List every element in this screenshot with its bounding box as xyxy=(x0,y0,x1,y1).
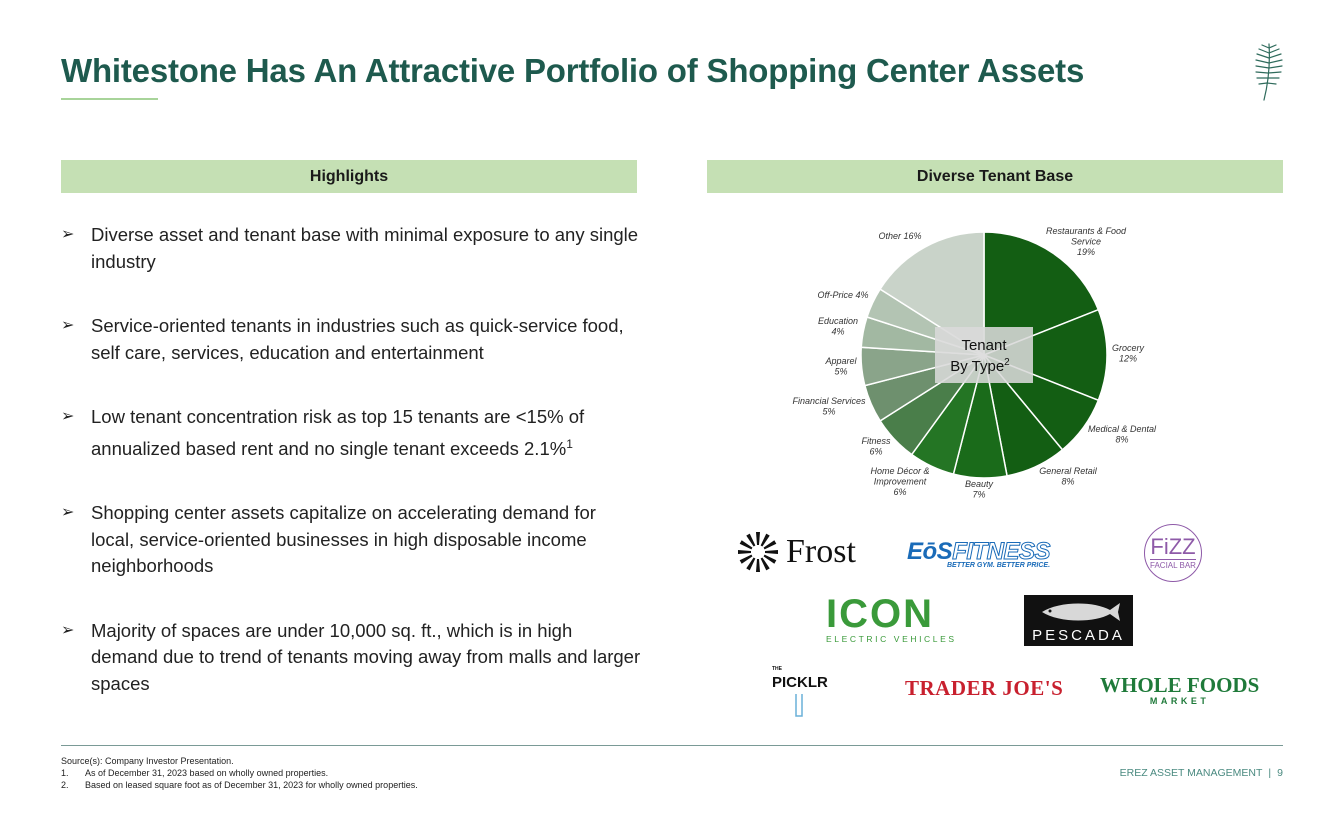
picklr-logo-the: THE xyxy=(772,666,782,672)
eos-logo-text: EōSFITNESS xyxy=(907,538,1051,566)
pie-label-restaurants-food-service: Restaurants & Food Service 19% xyxy=(1046,226,1127,257)
tenant-type-pie-chart: Restaurants & Food Service 19% Grocery 12% Me… xyxy=(760,220,1230,510)
footnote-2: 2. Based on leased square foot as of Dece… xyxy=(61,779,418,791)
icon-logo-text: ICON xyxy=(826,592,934,636)
pie-slice-grocery xyxy=(981,308,1108,402)
eos-tagline: BETTER GYM. BETTER PRICE. xyxy=(946,562,1051,569)
eos-logo-a: EōS xyxy=(907,538,953,565)
footnote-1: 1. As of December 31, 2023 based on wholl… xyxy=(61,767,418,779)
footnote-ref: 1 xyxy=(566,436,573,451)
highlight-bullet: ➢ Low tenant concentration risk as top 15… xyxy=(61,404,641,462)
pie-slice-other xyxy=(879,231,985,357)
page-number: 9 xyxy=(1277,767,1283,779)
picklr-logo-text: PICKLR xyxy=(772,674,828,691)
paddle-icon xyxy=(795,694,803,717)
frost-starburst-icon xyxy=(738,532,778,572)
pescada-logo-text: PESCADA xyxy=(1032,627,1125,644)
footnote-text: Based on leased square foot as of Decemb… xyxy=(85,780,418,790)
arrow-bullet-icon: ➢ xyxy=(61,408,75,425)
bullet-text: Shopping center assets capitalize on acc… xyxy=(91,502,596,577)
highlights-list: ➢ Diverse asset and tenant base with mini… xyxy=(61,222,641,697)
whole-foods-logo-text: WHOLE FOODS xyxy=(1100,673,1260,697)
pie-label-fitness: Fitness 6% xyxy=(861,436,891,457)
pie-label-home-d-cor-improvement: Home Décor & Improvement 6% xyxy=(870,466,929,497)
arrow-bullet-icon: ➢ xyxy=(61,621,75,639)
footnote-number: 1. xyxy=(61,768,69,778)
eos-fitness-logo: EōSFITNESS BETTER GYM. BETTER PRICE. xyxy=(907,538,1051,570)
bullet-text: Majority of spaces are under 10,000 sq. … xyxy=(91,619,641,694)
highlight-bullet: ➢ Shopping center assets capitalize on ac… xyxy=(61,500,641,580)
footer-separator: | xyxy=(1268,767,1272,779)
pie-label-education: Education 4% xyxy=(818,316,858,337)
fizz-logo-text: FiZZ xyxy=(1150,533,1196,559)
arrow-bullet-icon: ➢ xyxy=(61,226,75,243)
highlight-bullet: ➢ Majority of spaces are under 10,000 sq.… xyxy=(61,618,641,698)
pie-label-off-price: Off-Price 4% xyxy=(817,290,868,300)
icon-ev-logo: ICON ELECTRIC VEHICLES xyxy=(826,594,957,644)
trader-joes-logo: TRADER JOE'S xyxy=(905,676,1064,700)
footnotes: Source(s): Company Investor Presentation… xyxy=(61,755,418,791)
source-note: Source(s): Company Investor Presentation… xyxy=(61,756,234,766)
title-underline xyxy=(61,98,158,100)
tenant-base-header: Diverse Tenant Base xyxy=(707,160,1283,193)
highlight-bullet: ➢ Service-oriented tenants in industries … xyxy=(61,313,641,366)
pie-label-grocery: Grocery 12% xyxy=(1112,343,1145,364)
frost-logo: Frost xyxy=(736,530,856,574)
pie-label-financial-services: Financial Services 5% xyxy=(792,396,866,417)
eos-logo-b: FITNESS xyxy=(952,538,1051,566)
pescada-logo: PESCADA xyxy=(1024,595,1133,646)
footnote-text: As of December 31, 2023 based on wholly … xyxy=(85,768,329,778)
highlight-bullet: ➢ Diverse asset and tenant base with mini… xyxy=(61,222,641,275)
footer-company: EREZ ASSET MANAGEMENT xyxy=(1119,767,1263,779)
pie-label-other: Other 16% xyxy=(878,231,921,241)
fizz-logo-subtext: FACIAL BAR xyxy=(1150,558,1196,570)
bullet-text: Low tenant concentration risk as top 15 … xyxy=(91,406,585,459)
highlights-header: Highlights xyxy=(61,160,637,193)
arrow-bullet-icon: ➢ xyxy=(61,317,75,334)
footnote-number: 2. xyxy=(61,780,69,790)
pie-chart-svg: Restaurants & Food Service 19% Grocery 12% Me… xyxy=(792,226,1157,500)
pie-label-beauty: Beauty 7% xyxy=(965,479,994,500)
whole-foods-logo-subtext: MARKET xyxy=(1149,696,1210,706)
fizz-facial-bar-logo: FiZZ FACIAL BAR xyxy=(1144,524,1202,582)
bullet-text: Service-oriented tenants in industries s… xyxy=(91,315,624,363)
page-title: Whitestone Has An Attractive Portfolio o… xyxy=(61,52,1085,89)
pie-slice-restaurants-food-service xyxy=(983,231,1100,357)
picklr-logo: THE PICKLR xyxy=(772,666,832,720)
pie-label-medical-dental: Medical & Dental 8% xyxy=(1088,424,1157,445)
pie-center-label: Tenant By Type2 xyxy=(950,337,1010,375)
bullet-text: Diverse asset and tenant base with minim… xyxy=(91,224,639,272)
icon-logo-subtext: ELECTRIC VEHICLES xyxy=(826,634,957,644)
fish-icon xyxy=(1042,603,1120,621)
pie-center-box xyxy=(935,327,1033,383)
arrow-bullet-icon: ➢ xyxy=(61,504,75,522)
fern-logo-icon xyxy=(1255,43,1283,101)
pie-label-apparel: Apparel 5% xyxy=(824,356,857,377)
footer-divider xyxy=(61,745,1283,746)
footer-branding: EREZ ASSET MANAGEMENT | 9 xyxy=(1120,767,1283,779)
whole-foods-logo: WHOLE FOODS MARKET xyxy=(1100,674,1259,706)
frost-logo-text: Frost xyxy=(786,533,856,570)
pie-label-general-retail: General Retail 8% xyxy=(1039,466,1098,487)
